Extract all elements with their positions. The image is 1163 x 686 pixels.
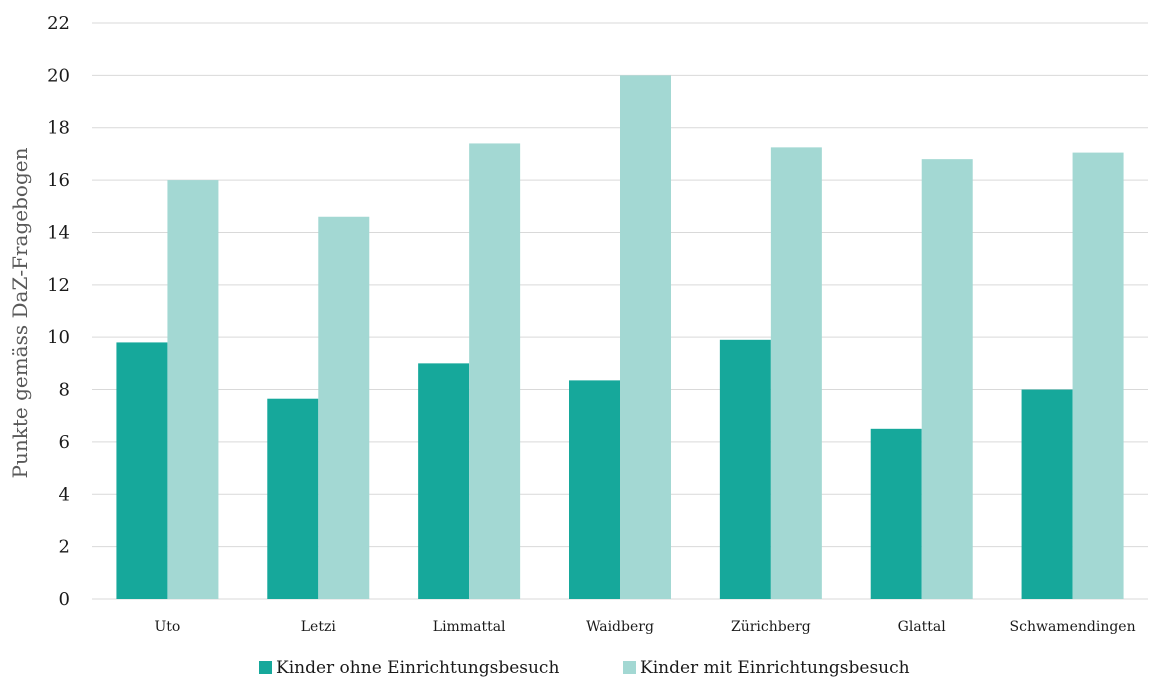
x-tick-label: Glattal bbox=[898, 619, 947, 635]
bar-mit-glattal bbox=[921, 159, 973, 600]
y-tick-label: 0 bbox=[59, 589, 70, 610]
bar-ohne-schwamendingen bbox=[1021, 389, 1073, 599]
bar-mit-letzi bbox=[318, 216, 370, 599]
y-tick-label: 12 bbox=[47, 275, 70, 296]
y-tick-label: 14 bbox=[47, 222, 70, 243]
y-tick-label: 10 bbox=[47, 327, 70, 348]
y-tick-label: 18 bbox=[47, 118, 70, 139]
x-tick-label: Letzi bbox=[301, 619, 337, 635]
bar-ohne-limmattal bbox=[418, 363, 470, 599]
y-tick-label: 8 bbox=[59, 380, 70, 401]
bar-ohne-waidberg bbox=[569, 380, 620, 599]
bars bbox=[116, 75, 1124, 600]
legend-swatch bbox=[259, 661, 272, 674]
y-axis-ticks: 0 2 4 6 8 10 12 14 16 18 20 22 bbox=[47, 13, 70, 610]
x-axis-ticks: Uto Letzi Limmattal Waidberg Zürichberg Glatt… bbox=[154, 619, 1135, 635]
bar-mit-waidberg bbox=[620, 75, 671, 599]
bar-mit-limmattal bbox=[469, 143, 521, 599]
x-tick-label: Zürichberg bbox=[731, 619, 811, 635]
x-tick-label: Waidberg bbox=[586, 619, 654, 635]
x-tick-label: Uto bbox=[154, 619, 180, 635]
y-tick-label: 16 bbox=[47, 170, 70, 191]
x-tick-label: Limmattal bbox=[433, 619, 506, 635]
x-tick-label: Schwamendingen bbox=[1010, 619, 1136, 635]
y-tick-label: 20 bbox=[47, 65, 70, 86]
bar-mit-uto bbox=[167, 180, 219, 599]
bar-ohne-zürichberg bbox=[719, 339, 771, 599]
legend: Kinder ohne Einrichtungsbesuch Kinder mit… bbox=[259, 658, 910, 678]
y-axis-label: Punkte gemäss DaZ-Fragebogen bbox=[8, 147, 32, 478]
y-tick-label: 22 bbox=[47, 13, 70, 34]
bar-ohne-glattal bbox=[870, 428, 922, 599]
legend-label: Kinder mit Einrichtungsbesuch bbox=[640, 658, 910, 678]
legend-label: Kinder ohne Einrichtungsbesuch bbox=[276, 658, 559, 678]
bar-ohne-letzi bbox=[267, 398, 319, 599]
y-tick-label: 4 bbox=[59, 484, 70, 505]
bar-mit-zürichberg bbox=[770, 147, 822, 599]
bar-ohne-uto bbox=[116, 342, 168, 599]
y-tick-label: 2 bbox=[59, 537, 70, 558]
legend-swatch bbox=[623, 661, 636, 674]
bar-mit-schwamendingen bbox=[1072, 152, 1124, 599]
y-tick-label: 6 bbox=[59, 432, 70, 453]
